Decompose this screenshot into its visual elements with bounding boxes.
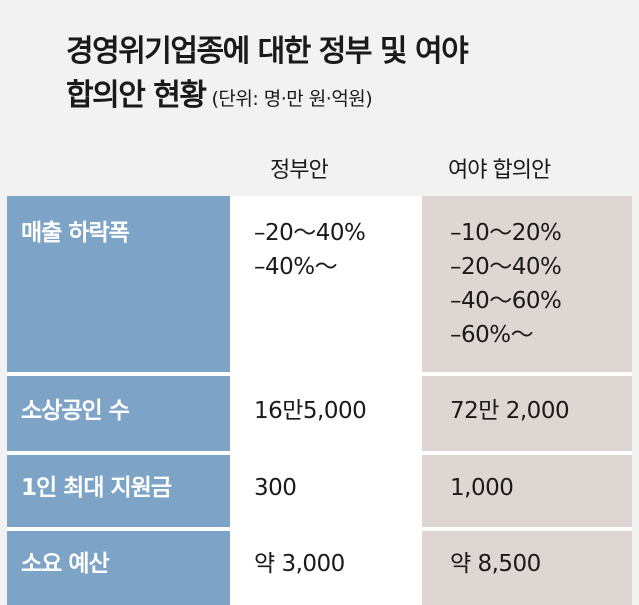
- table-row-merchant-count: 소상공인 수 16만5,000 72만 2,000: [7, 372, 632, 451]
- opp-value: –20～40%: [450, 254, 562, 280]
- comparison-table: 매출 하락폭 –20～40% –40%～ –10～20% –20～40% –40…: [7, 196, 632, 605]
- row-label: 소상공인 수: [7, 376, 234, 451]
- opp-cell: –10～20% –20～40% –40～60% –60%～: [418, 196, 632, 372]
- opp-value: 1,000: [418, 455, 632, 527]
- opp-value: –40～60%: [450, 288, 562, 314]
- page-title: 경영위기업종에 대한 정부 및 여야 합의안 현황 (단위: 명·만 원·억원): [66, 30, 626, 121]
- opp-value: –60%～: [450, 322, 534, 348]
- gov-value: 300: [234, 455, 418, 527]
- opp-value: –10～20%: [450, 220, 562, 246]
- table-row-budget: 소요 예산 약 3,000 약 8,500: [7, 527, 632, 605]
- row-label: 소요 예산: [7, 531, 234, 605]
- title-line-2-text: 합의안 현황: [66, 78, 207, 113]
- opp-value: 72만 2,000: [418, 376, 632, 451]
- table-row-sales-drop: 매출 하락폭 –20～40% –40%～ –10～20% –20～40% –40…: [7, 196, 632, 372]
- unit-note: (단위: 명·만 원·억원): [211, 88, 373, 110]
- gov-value: 약 3,000: [234, 531, 418, 605]
- row-label: 매출 하락폭: [7, 196, 234, 372]
- gov-cell: –20～40% –40%～: [234, 196, 418, 372]
- gov-value: –40%～: [254, 254, 338, 280]
- table-row-max-support: 1인 최대 지원금 300 1,000: [7, 451, 632, 527]
- gov-value: –20～40%: [254, 220, 366, 246]
- column-header-government: 정부안: [270, 158, 329, 183]
- opp-value: 약 8,500: [418, 531, 632, 605]
- title-line-2: 합의안 현황 (단위: 명·만 원·억원): [66, 74, 626, 121]
- gov-value: 16만5,000: [234, 376, 418, 451]
- row-label: 1인 최대 지원금: [7, 455, 234, 527]
- column-header-bipartisan: 여야 합의안: [448, 158, 551, 183]
- title-line-1: 경영위기업종에 대한 정부 및 여야: [66, 34, 469, 69]
